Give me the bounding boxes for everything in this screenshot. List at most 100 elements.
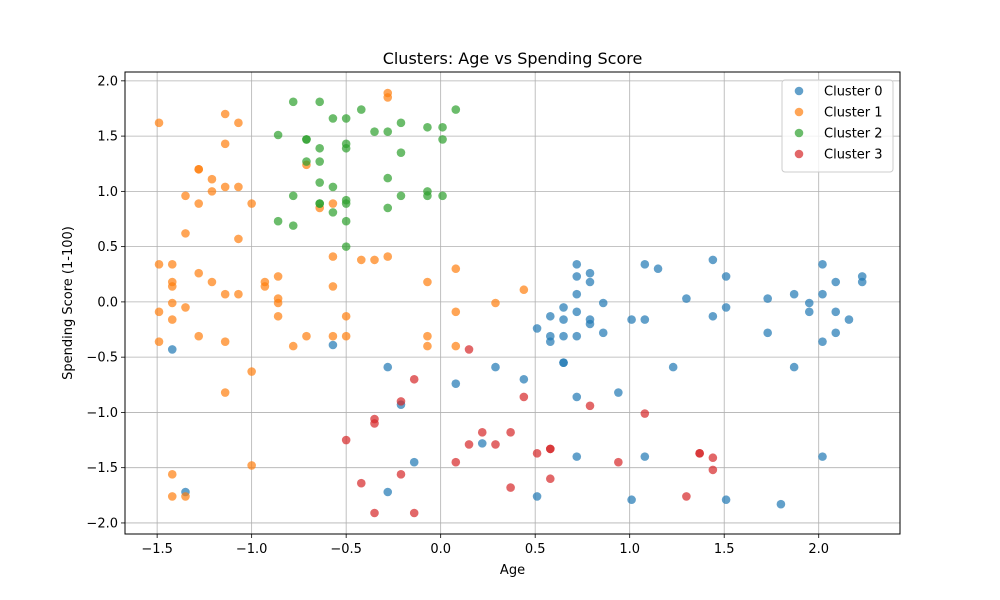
- data-point: [585, 277, 595, 287]
- data-point: [181, 492, 190, 501]
- data-point: [598, 328, 608, 338]
- data-point: [491, 298, 500, 308]
- data-point: [341, 435, 351, 445]
- data-point: [640, 315, 650, 324]
- data-point: [438, 191, 447, 201]
- data-point: [721, 272, 731, 281]
- data-point: [423, 191, 432, 201]
- data-point: [844, 315, 854, 324]
- data-point: [438, 122, 447, 132]
- legend-box: [781, 79, 894, 173]
- data-point: [396, 118, 406, 128]
- data-point: [341, 114, 351, 123]
- data-point: [653, 264, 663, 274]
- data-point: [328, 331, 338, 341]
- data-point: [302, 157, 311, 166]
- data-point: [234, 289, 243, 299]
- data-point: [356, 255, 366, 265]
- data-point: [302, 331, 311, 341]
- data-point: [194, 331, 204, 341]
- data-point: [341, 242, 351, 251]
- data-point: [423, 277, 432, 287]
- data-point: [451, 341, 461, 351]
- legend-label: Cluster 3: [824, 148, 883, 163]
- data-point: [154, 337, 164, 346]
- data-point: [409, 508, 419, 518]
- data-point: [383, 252, 393, 261]
- data-point: [288, 341, 298, 351]
- data-point: [572, 307, 582, 317]
- x-tick-label: −0.5: [330, 542, 362, 557]
- data-point: [451, 307, 461, 317]
- data-point: [328, 114, 338, 123]
- data-point: [341, 216, 351, 226]
- data-point: [409, 457, 419, 467]
- data-point: [776, 499, 786, 509]
- series-cluster-1: [154, 88, 529, 501]
- data-point: [167, 345, 177, 354]
- data-point: [585, 268, 595, 278]
- data-point: [491, 440, 500, 449]
- y-tick-label: −2.0: [86, 516, 118, 531]
- data-point: [154, 260, 164, 269]
- data-point: [194, 268, 204, 278]
- data-point: [519, 374, 529, 384]
- data-point: [546, 474, 555, 484]
- data-point: [546, 311, 555, 321]
- data-point: [154, 118, 164, 128]
- data-point: [721, 495, 731, 505]
- data-point: [328, 340, 338, 350]
- data-point: [559, 358, 568, 367]
- x-tick-label: 2.0: [808, 542, 829, 557]
- data-point: [818, 337, 827, 346]
- data-point: [328, 208, 338, 217]
- data-point: [559, 303, 568, 312]
- data-point: [288, 97, 298, 107]
- data-point: [708, 255, 718, 265]
- data-point: [181, 229, 190, 238]
- series-cluster-0: [167, 255, 867, 509]
- data-point: [181, 303, 190, 312]
- data-point: [818, 289, 827, 299]
- data-point: [396, 397, 406, 406]
- legend-label: Cluster 1: [824, 106, 883, 121]
- data-point: [220, 388, 230, 397]
- data-point: [220, 337, 230, 346]
- data-point: [598, 298, 608, 308]
- x-tick-label: 1.5: [714, 542, 735, 557]
- data-point: [356, 105, 366, 114]
- data-point: [423, 341, 432, 351]
- data-point: [370, 255, 379, 265]
- y-tick-label: 0.5: [97, 240, 118, 255]
- data-point: [614, 388, 623, 397]
- data-point: [167, 492, 177, 501]
- data-point: [546, 337, 555, 346]
- data-point: [789, 289, 799, 299]
- series-cluster-2: [273, 97, 461, 251]
- data-point: [315, 97, 324, 107]
- data-point: [682, 492, 691, 501]
- data-point: [194, 164, 204, 174]
- data-point: [273, 216, 283, 226]
- data-point: [328, 282, 338, 291]
- legend-label: Cluster 2: [824, 127, 883, 142]
- data-point: [572, 289, 582, 299]
- data-point: [396, 148, 406, 157]
- grid: [125, 72, 900, 534]
- data-point: [804, 298, 814, 308]
- data-point: [167, 470, 177, 479]
- data-point: [273, 298, 283, 308]
- data-point: [207, 187, 217, 196]
- data-point: [234, 182, 243, 192]
- data-point: [423, 331, 432, 341]
- data-point: [273, 311, 283, 321]
- data-point: [315, 199, 324, 208]
- data-point: [831, 328, 841, 338]
- x-axis-label: Age: [500, 563, 525, 578]
- data-point: [572, 260, 582, 269]
- y-tick-label: −0.5: [86, 351, 118, 366]
- legend-marker: [794, 107, 804, 117]
- data-point: [477, 428, 487, 437]
- data-point: [370, 419, 379, 428]
- data-point: [451, 379, 461, 388]
